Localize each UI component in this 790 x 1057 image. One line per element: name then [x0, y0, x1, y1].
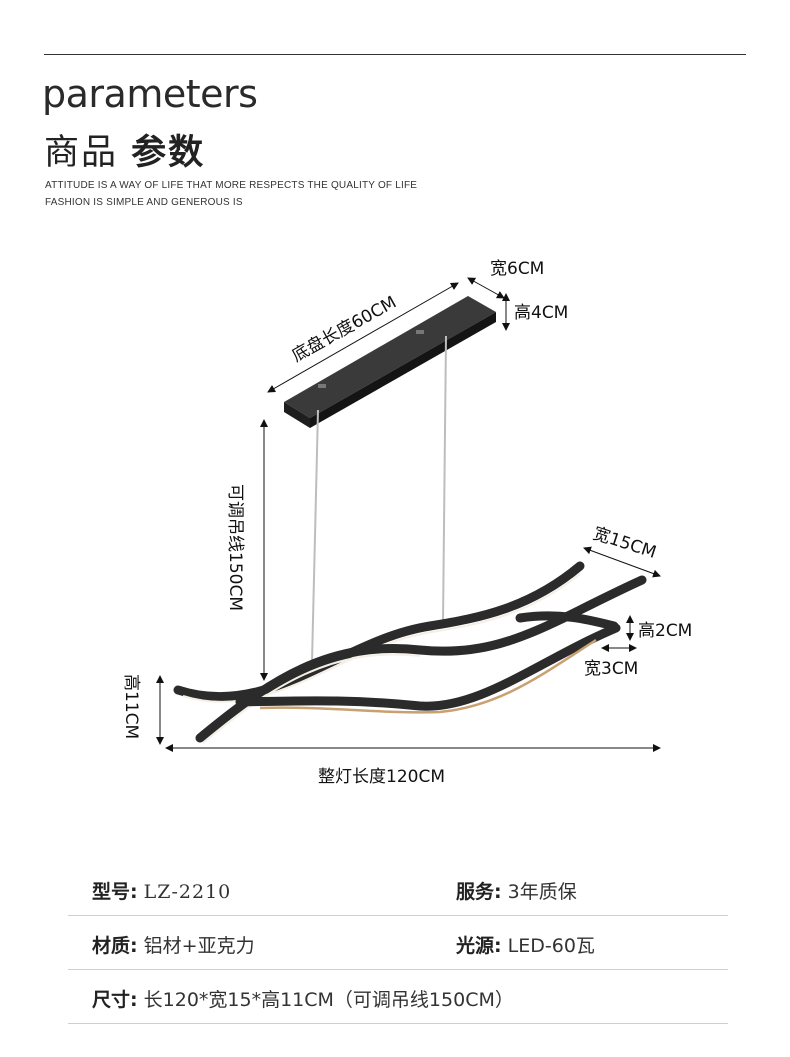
spec-light-source: 光源: LED-60瓦	[456, 931, 595, 958]
label-bar-height: 高2CM	[638, 621, 692, 641]
dimension-line-base-length	[267, 282, 459, 393]
spec-row-model-service: 型号: LZ-2210 服务: 3年质保	[68, 862, 728, 916]
title-chinese-light: 商品	[44, 133, 119, 173]
spec-service-key: 服务:	[456, 881, 502, 903]
spec-table: 型号: LZ-2210 服务: 3年质保 材质: 铝材+亚克力 光源: LED-…	[68, 862, 728, 1024]
spec-light-source-value: LED-60瓦	[507, 935, 595, 957]
lamp-arc-3	[235, 611, 621, 714]
tagline-line-1: ATTITUDE IS A WAY OF LIFE THAT MORE RESP…	[45, 180, 418, 191]
spec-light-source-key: 光源:	[456, 935, 502, 957]
spec-size-value: 长120*宽15*高11CM（可调吊线150CM）	[143, 989, 514, 1011]
dimension-line-lamp-width	[583, 546, 661, 578]
spec-service: 服务: 3年质保	[456, 877, 577, 904]
label-lamp-width: 宽15CM	[590, 524, 658, 563]
tagline-line-2: FASHION IS SIMPLE AND GENEROUS IS	[45, 197, 243, 208]
lamp-dimension-diagram: 底盘长度60CM 宽6CM 高4CM 可调吊线150CM 宽15CM 高2CM …	[121, 259, 692, 787]
label-cable-length: 可调吊线150CM	[225, 484, 245, 611]
label-total-length: 整灯长度120CM	[318, 767, 445, 787]
spec-model-value: LZ-2210	[143, 881, 232, 903]
spec-model-key: 型号:	[92, 881, 138, 903]
label-lamp-height: 高11CM	[121, 674, 141, 739]
suspension-cable-left	[311, 409, 319, 663]
label-base-height: 高4CM	[514, 303, 568, 323]
spec-size: 尺寸: 长120*宽15*高11CM（可调吊线150CM）	[92, 985, 514, 1012]
top-divider	[44, 54, 746, 55]
suspension-cable-right	[442, 335, 447, 623]
spec-row-material-light: 材质: 铝材+亚克力 光源: LED-60瓦	[68, 916, 728, 970]
dimension-line-base-width	[467, 277, 505, 299]
spec-material: 材质: 铝材+亚克力	[92, 931, 255, 958]
title-english: parameters	[42, 72, 258, 116]
lamp-arc-2	[195, 575, 647, 744]
label-base-width: 宽6CM	[490, 259, 544, 279]
spec-material-key: 材质:	[92, 935, 138, 957]
ceiling-canopy	[284, 296, 496, 428]
spec-model: 型号: LZ-2210	[92, 877, 231, 904]
spec-size-key: 尺寸:	[92, 989, 138, 1011]
title-chinese-bold: 参数	[131, 133, 206, 173]
spec-row-size: 尺寸: 长120*宽15*高11CM（可调吊线150CM）	[68, 970, 728, 1024]
spec-material-value: 铝材+亚克力	[143, 935, 255, 957]
title-chinese: 商品 参数	[44, 124, 205, 175]
label-bar-width: 宽3CM	[584, 659, 638, 679]
spec-service-value: 3年质保	[507, 881, 577, 903]
